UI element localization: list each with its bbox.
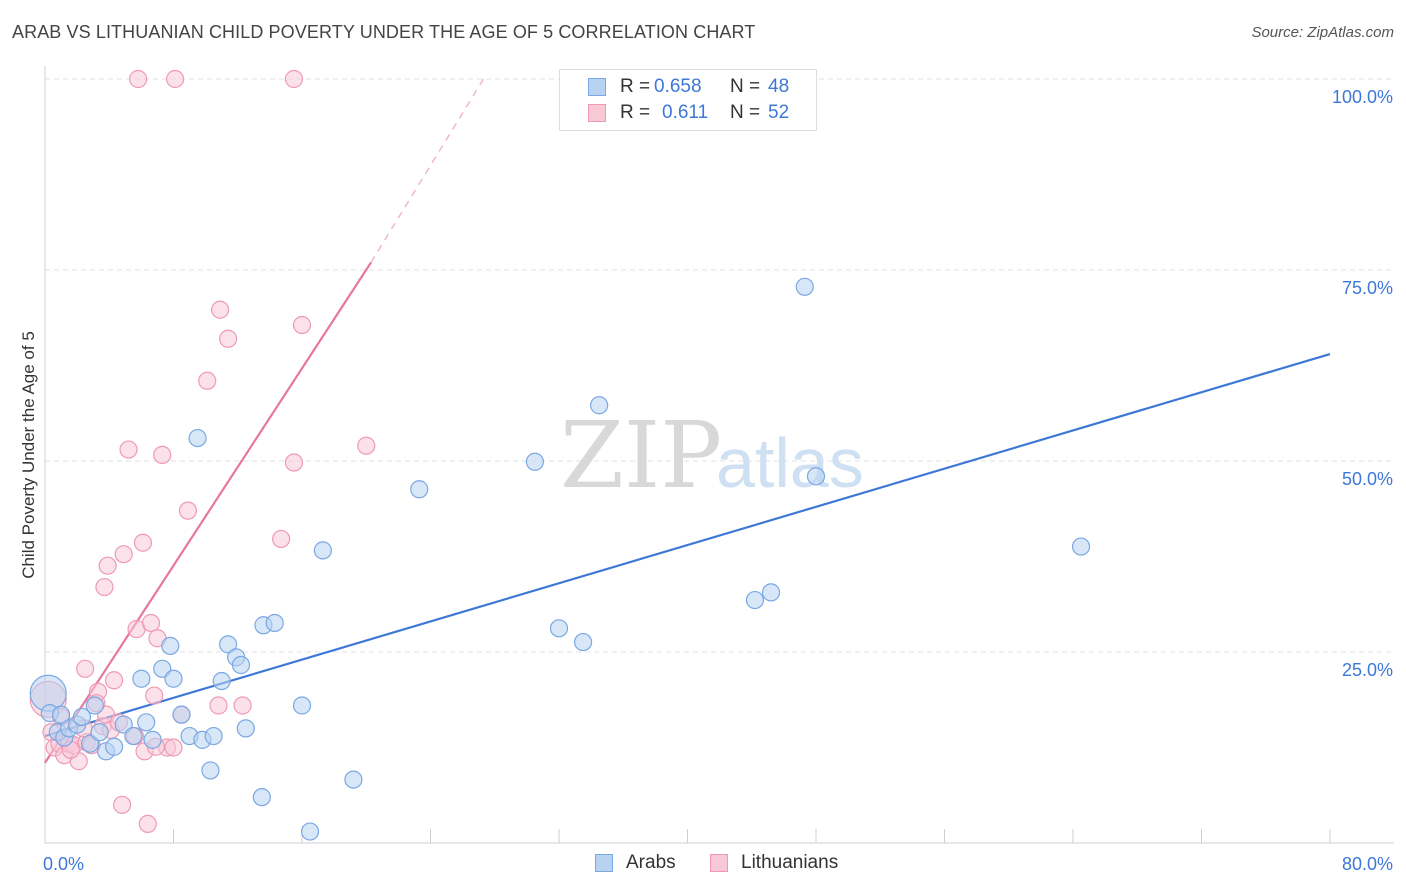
arabs-swatch: [588, 78, 606, 96]
x-tick-label: 0.0%: [43, 854, 84, 874]
arabs-r-label: R =: [620, 76, 651, 97]
arabs-n-value: 48: [768, 76, 790, 97]
lithuanians-r-label: R =: [620, 102, 651, 123]
watermark: ZIP atlas: [560, 402, 864, 509]
arabs-point: [51, 705, 71, 724]
lithuanians-point: [145, 686, 164, 705]
lithuanians-r-value: 0.611: [662, 102, 709, 123]
arabs-point: [85, 696, 104, 715]
lithuanians-point: [166, 69, 185, 89]
arabs-point: [143, 730, 162, 749]
gridlines: [45, 78, 1394, 653]
lithuanians-point: [153, 445, 172, 464]
arabs-point: [188, 428, 207, 448]
lithuanians-point: [98, 556, 117, 575]
correlation-legend: R = 0.658 N = 48 R = 0.611 N = 52: [559, 69, 817, 131]
arabs-point: [132, 669, 151, 688]
lithuanians-point: [119, 440, 138, 459]
arabs-legend-label: Arabs: [626, 852, 676, 873]
lithuanians-point: [219, 329, 238, 348]
lithuanians-trend-extension: [370, 78, 485, 263]
arabs-point: [212, 671, 231, 691]
lithuanians-point: [164, 738, 183, 757]
arabs-point: [410, 480, 429, 499]
arabs-point: [1071, 537, 1091, 556]
arabs-point: [745, 590, 765, 610]
y-tick-label: 25.0%: [1342, 660, 1393, 680]
arabs-r-value: 0.658: [654, 76, 702, 97]
arabs-point: [761, 583, 781, 602]
y-tick-label: 50.0%: [1342, 469, 1393, 489]
lithuanians-point: [133, 533, 153, 552]
lithuanians-point: [95, 577, 114, 597]
arabs-point: [204, 726, 223, 746]
arabs-point: [201, 761, 220, 780]
arabs-point: [313, 541, 332, 560]
arabs-point: [72, 707, 92, 727]
arabs-legend-swatch: [595, 854, 613, 872]
lithuanians-point: [284, 69, 304, 89]
arabs-point: [292, 696, 312, 715]
lithuanians-n-label: N =: [730, 102, 761, 123]
arabs-point: [344, 770, 363, 789]
arabs-point: [549, 619, 569, 638]
lithuanians-point: [284, 453, 304, 472]
lithuanians-point: [272, 529, 291, 549]
arabs-point: [124, 726, 143, 746]
arabs-point: [104, 737, 124, 756]
data-points: [29, 69, 1091, 841]
chart-title: ARAB VS LITHUANIAN CHILD POVERTY UNDER T…: [12, 22, 756, 42]
lithuanians-point: [112, 795, 132, 814]
lithuanians-n-value: 52: [768, 102, 790, 123]
source-label: Source: ZipAtlas.com: [1251, 24, 1394, 41]
lithuanians-trend-line: [44, 261, 372, 764]
lithuanians-swatch: [588, 104, 606, 122]
y-tick-label: 100.0%: [1332, 87, 1393, 107]
lithuanians-point: [198, 371, 217, 390]
y-axis-label: Child Poverty Under the Age of 5: [19, 331, 38, 579]
arabs-point: [164, 669, 183, 688]
lithuanians-point: [141, 613, 161, 633]
lithuanians-point: [114, 545, 133, 564]
y-tick-label: 75.0%: [1342, 278, 1393, 298]
arabs-point: [236, 719, 255, 738]
watermark-atlas: atlas: [716, 424, 864, 502]
arabs-point: [252, 788, 271, 807]
arabs-point: [265, 613, 284, 633]
arabs-point: [590, 396, 609, 415]
lithuanians-point: [76, 659, 95, 678]
lithuanians-point: [104, 671, 124, 690]
arabs-trend-line: [44, 352, 1331, 738]
lithuanians-point: [178, 501, 198, 520]
arabs-point: [300, 822, 320, 841]
arabs-point: [219, 635, 238, 654]
arabs-point: [806, 467, 826, 486]
lithuanians-point: [210, 300, 230, 319]
tick-labels: 25.0% 50.0% 75.0% 100.0% 0.0% 80.0%: [43, 87, 1393, 874]
lithuanians-point: [357, 436, 376, 455]
arabs-point: [172, 705, 191, 724]
x-tick-label: 80.0%: [1342, 854, 1393, 874]
arabs-point: [137, 713, 156, 732]
lithuanians-point: [209, 696, 228, 715]
arabs-point: [795, 277, 814, 296]
arabs-point: [573, 632, 593, 652]
arabs-point: [90, 723, 109, 742]
arabs-point: [525, 452, 545, 471]
arabs-point: [231, 655, 251, 675]
lithuanians-point: [129, 69, 148, 89]
lithuanians-legend-swatch: [710, 854, 728, 872]
arabs-point: [161, 636, 180, 655]
trend-lines: [44, 78, 1331, 764]
watermark-zip: ZIP: [560, 402, 722, 509]
lithuanians-legend-label: Lithuanians: [741, 852, 839, 873]
lithuanians-point: [233, 696, 252, 715]
arabs-n-label: N =: [730, 76, 761, 97]
lithuanians-point: [138, 814, 157, 834]
lithuanians-point: [292, 315, 312, 335]
